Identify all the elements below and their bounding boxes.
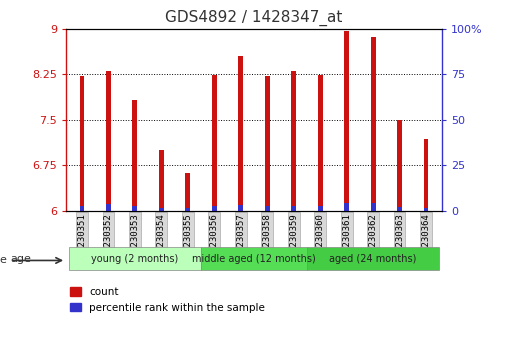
Bar [424, 208, 428, 211]
Legend: count, percentile rank within the sample: count, percentile rank within the sample [66, 283, 269, 317]
Text: middle aged (12 months): middle aged (12 months) [192, 254, 316, 264]
Text: age: age [10, 254, 31, 264]
Bar [212, 75, 217, 211]
Bar [307, 247, 439, 270]
Bar [159, 150, 164, 211]
Bar [291, 206, 296, 211]
Bar [212, 206, 217, 211]
Bar [185, 208, 190, 211]
Title: GDS4892 / 1428347_at: GDS4892 / 1428347_at [165, 10, 343, 26]
Bar [291, 72, 296, 211]
Bar [265, 76, 270, 211]
Bar [133, 206, 137, 211]
Bar [238, 205, 243, 211]
Bar [265, 206, 270, 211]
Bar [371, 37, 375, 211]
Text: age: age [0, 256, 7, 265]
Bar [133, 101, 137, 211]
Bar [371, 203, 375, 211]
Bar [80, 206, 84, 211]
Bar [159, 208, 164, 211]
Bar [344, 31, 349, 211]
Bar [106, 204, 111, 211]
Text: aged (24 months): aged (24 months) [330, 254, 417, 264]
Bar [318, 75, 323, 211]
Bar [424, 139, 428, 211]
Text: young (2 months): young (2 months) [91, 254, 178, 264]
Bar [80, 76, 84, 211]
Bar [238, 56, 243, 211]
Bar [344, 203, 349, 211]
Bar [106, 72, 111, 211]
Bar [397, 207, 402, 211]
Bar [69, 247, 201, 270]
Bar [397, 120, 402, 211]
Bar [201, 247, 307, 270]
Bar [318, 206, 323, 211]
Bar [185, 173, 190, 211]
